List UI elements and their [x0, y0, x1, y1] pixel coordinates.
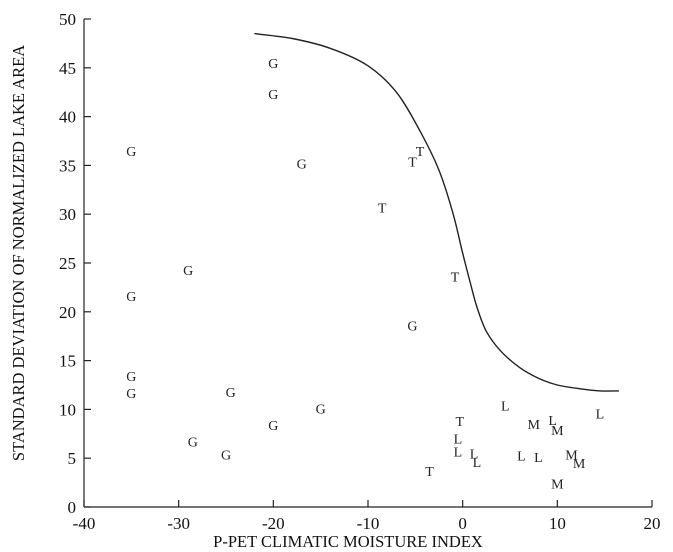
data-point: G: [126, 387, 136, 402]
data-point: G: [126, 290, 136, 305]
data-point: L: [470, 447, 479, 462]
data-point: G: [183, 264, 193, 279]
data-point: L: [473, 456, 482, 471]
y-tick-label: 50: [59, 10, 76, 29]
data-point: G: [226, 386, 236, 401]
data-point: G: [126, 370, 136, 385]
y-axis-title: STANDARD DEVIATION OF NORMALIZED LAKE AR…: [9, 45, 28, 461]
data-point: T: [425, 465, 434, 480]
data-point: T: [408, 155, 417, 170]
data-point: T: [456, 415, 465, 430]
x-tick-label: 0: [458, 514, 467, 533]
y-tick-label: 20: [59, 303, 76, 322]
y-tick-label: 25: [59, 254, 76, 273]
y-tick-label: 15: [59, 352, 76, 371]
y-ticks: 0 5 10 15 20 25 30 35 40 45 50: [59, 10, 91, 517]
data-point: G: [221, 448, 231, 463]
data-point: G: [268, 88, 278, 103]
x-tick-label: -20: [262, 514, 285, 533]
data-point: M: [573, 457, 586, 472]
x-tick-label: 10: [549, 514, 566, 533]
data-point: G: [126, 145, 136, 160]
data-point: T: [416, 145, 425, 160]
data-point: G: [188, 436, 198, 451]
data-point: G: [268, 419, 278, 434]
x-tick-label: -30: [167, 514, 190, 533]
x-tick-label: 20: [644, 514, 661, 533]
data-point: L: [596, 407, 605, 422]
data-point: L: [548, 414, 557, 429]
y-tick-label: 40: [59, 108, 76, 127]
x-tick-label: -40: [73, 514, 96, 533]
data-point: G: [407, 319, 417, 334]
data-point: L: [454, 433, 463, 448]
data-point: M: [551, 424, 564, 439]
y-tick-label: 5: [68, 449, 77, 468]
envelope-curve: [254, 32, 619, 392]
data-point: T: [451, 271, 460, 286]
x-axis-title: P-PET CLIMATIC MOISTURE INDEX: [213, 532, 483, 551]
data-point: L: [454, 445, 463, 460]
x-ticks: -40 -30 -20 -10 0 10 20: [73, 500, 661, 533]
data-point: M: [565, 448, 578, 463]
y-tick-label: 10: [59, 400, 76, 419]
data-point: M: [551, 478, 564, 493]
axes: [83, 19, 652, 508]
data-point: G: [297, 157, 307, 172]
data-point: L: [501, 399, 510, 414]
data-point: L: [517, 449, 526, 464]
y-tick-label: 45: [59, 59, 76, 78]
data-point: G: [316, 402, 326, 417]
x-tick-label: -10: [357, 514, 380, 533]
y-tick-label: 0: [68, 498, 77, 517]
data-point: M: [527, 418, 540, 433]
data-point: T: [378, 201, 387, 216]
data-point: G: [268, 57, 278, 72]
y-tick-label: 35: [59, 156, 76, 175]
data-point: L: [534, 451, 543, 466]
y-tick-label: 30: [59, 205, 76, 224]
